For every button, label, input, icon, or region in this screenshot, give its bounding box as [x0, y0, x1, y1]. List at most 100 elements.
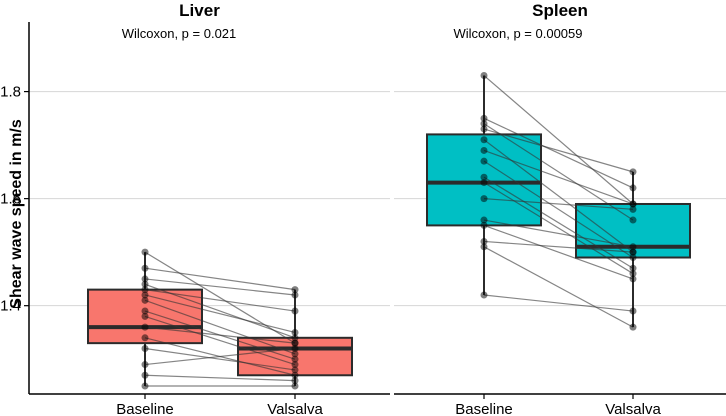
- point-baseline: [480, 125, 488, 133]
- pair-9: [480, 179, 637, 278]
- point-valsalva: [629, 216, 637, 224]
- pair-3: [141, 275, 299, 299]
- point-valsalva: [291, 377, 299, 385]
- pair-line: [144, 251, 296, 344]
- pair-6: [141, 291, 299, 336]
- point-valsalva: [291, 371, 299, 379]
- pair-line: [144, 267, 296, 291]
- point-valsalva: [629, 254, 637, 262]
- point-baseline: [480, 237, 488, 245]
- wilcoxon-annotation: Wilcoxon, p = 0.00059: [454, 26, 583, 41]
- point-valsalva: [291, 361, 299, 369]
- pair-line: [483, 294, 634, 312]
- pair-9: [141, 312, 299, 369]
- point-baseline: [141, 275, 149, 283]
- pair-line: [483, 123, 634, 221]
- pair-7: [141, 296, 299, 358]
- point-valsalva: [629, 275, 637, 283]
- point-baseline: [141, 371, 149, 379]
- pair-10: [141, 323, 299, 347]
- point-valsalva: [291, 366, 299, 374]
- y-tick-label: 1.4: [0, 298, 21, 315]
- pair-8: [480, 173, 637, 272]
- point-valsalva: [291, 286, 299, 294]
- point-valsalva: [291, 334, 299, 342]
- point-valsalva: [291, 350, 299, 358]
- point-baseline: [141, 286, 149, 294]
- pair-10: [480, 195, 637, 213]
- point-valsalva: [629, 270, 637, 278]
- x-tick-label: Valsalva: [267, 401, 323, 416]
- pair-line: [483, 219, 634, 248]
- pair-line: [483, 117, 634, 189]
- pair-15: [141, 382, 299, 390]
- y-tick-label: 1.6: [0, 191, 21, 208]
- pair-11: [480, 216, 637, 251]
- x-tick-label: Baseline: [455, 401, 513, 416]
- point-baseline: [480, 72, 488, 80]
- point-valsalva: [629, 184, 637, 192]
- pair-line: [144, 326, 296, 344]
- y-axis-label: Shear wave speed in m/s: [8, 119, 25, 309]
- point-baseline: [141, 312, 149, 320]
- point-baseline: [480, 221, 488, 229]
- point-valsalva: [291, 382, 299, 390]
- point-baseline: [141, 280, 149, 288]
- pair-line: [483, 160, 634, 259]
- pair-line: [483, 75, 634, 205]
- pair-7: [480, 157, 637, 262]
- point-baseline: [141, 323, 149, 331]
- pair-line: [483, 128, 634, 173]
- point-valsalva: [629, 205, 637, 213]
- pair-12: [480, 221, 637, 283]
- pair-line: [483, 149, 634, 205]
- point-baseline: [480, 136, 488, 144]
- point-baseline: [480, 291, 488, 299]
- point-valsalva: [629, 264, 637, 272]
- point-valsalva: [291, 328, 299, 336]
- pair-2: [141, 264, 299, 294]
- pair-line: [144, 347, 296, 366]
- pair-12: [141, 345, 299, 374]
- point-baseline: [141, 248, 149, 256]
- point-baseline: [141, 382, 149, 390]
- pair-line: [483, 246, 634, 328]
- point-valsalva: [629, 243, 637, 251]
- point-baseline: [141, 334, 149, 342]
- point-baseline: [480, 195, 488, 203]
- point-valsalva: [291, 355, 299, 363]
- point-valsalva: [291, 345, 299, 353]
- pair-line: [483, 182, 634, 275]
- pair-line: [144, 299, 296, 355]
- pair-line: [144, 294, 296, 334]
- point-valsalva: [629, 168, 637, 176]
- wilcoxon-annotation: Wilcoxon, p = 0.021: [122, 26, 237, 41]
- panel-spleen: Spleen Wilcoxon, p = 0.00059 Baseline Valsa…: [394, 1, 726, 416]
- point-baseline: [480, 146, 488, 154]
- pair-line: [483, 224, 634, 280]
- point-valsalva: [629, 307, 637, 315]
- point-baseline: [480, 173, 488, 181]
- pair-line: [144, 278, 296, 296]
- pair-line: [483, 240, 634, 253]
- point-baseline: [480, 114, 488, 122]
- panel-title: Spleen: [532, 1, 588, 20]
- point-baseline: [141, 307, 149, 315]
- pair-13: [480, 237, 637, 256]
- y-tick-label: 1.8: [0, 84, 21, 101]
- point-baseline: [141, 345, 149, 353]
- x-tick-label: Baseline: [116, 401, 174, 416]
- pair-line: [483, 198, 634, 210]
- pair-line: [144, 289, 296, 312]
- point-valsalva: [291, 307, 299, 315]
- pair-line: [144, 315, 296, 366]
- pair-13: [141, 345, 299, 369]
- pair-3: [480, 120, 637, 224]
- point-valsalva: [629, 248, 637, 256]
- panel-liver: Liver Wilcoxon, p = 0.021 Baseline Valsalva…: [0, 1, 390, 416]
- pair-6: [480, 146, 637, 208]
- pair-line: [483, 176, 634, 269]
- point-baseline: [480, 157, 488, 165]
- point-baseline: [141, 296, 149, 304]
